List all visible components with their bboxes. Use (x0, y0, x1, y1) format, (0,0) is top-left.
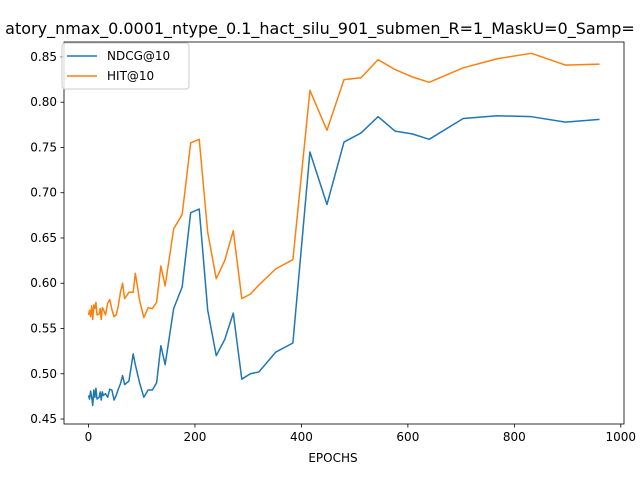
y-tick-label: 0.65 (30, 231, 57, 245)
plot-area: 0 200 400 600 800 1000 0.45 0.50 0.55 0.60 0.65 0.7… (30, 41, 637, 444)
x-tick-label: 400 (290, 430, 313, 444)
chart-title: atory_nmax_0.0001_ntype_0.1_hact_silu_90… (5, 19, 635, 39)
series-line-hit-10 (87, 52, 600, 321)
y-tick-label: 0.80 (30, 95, 57, 109)
y-tick-label: 0.75 (30, 140, 57, 154)
y-tick-label: 0.60 (30, 276, 57, 290)
y-tick-label: 0.50 (30, 367, 57, 381)
x-tick-label: 600 (396, 430, 419, 444)
series-line-ndcg-10 (87, 115, 600, 407)
y-tick-label: 0.45 (30, 412, 57, 426)
x-tick-label: 200 (183, 430, 206, 444)
legend: NDCG@10 HIT@10 (61, 42, 190, 90)
legend-label: NDCG@10 (107, 49, 170, 63)
y-tick-label: 0.85 (30, 50, 57, 64)
legend-box (61, 42, 190, 90)
x-tick-label: 0 (85, 430, 93, 444)
axes-frame (63, 41, 625, 425)
x-tick-label: 1000 (606, 430, 637, 444)
legend-label: HIT@10 (107, 69, 154, 83)
x-tick-label: 800 (503, 430, 526, 444)
x-axis-label: EPOCHS (308, 451, 357, 465)
y-tick-label: 0.55 (30, 322, 57, 336)
y-tick-label: 0.70 (30, 186, 57, 200)
